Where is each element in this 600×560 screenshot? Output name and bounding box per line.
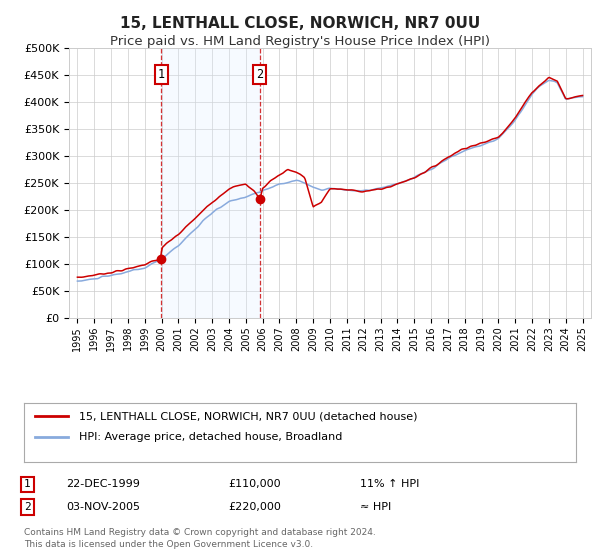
Text: 1: 1: [158, 68, 164, 81]
Text: Price paid vs. HM Land Registry's House Price Index (HPI): Price paid vs. HM Land Registry's House …: [110, 35, 490, 48]
Text: 2: 2: [256, 68, 263, 81]
Text: 11% ↑ HPI: 11% ↑ HPI: [360, 479, 419, 489]
Text: 15, LENTHALL CLOSE, NORWICH, NR7 0UU (detached house): 15, LENTHALL CLOSE, NORWICH, NR7 0UU (de…: [79, 411, 418, 421]
Bar: [161, 48, 260, 318]
Text: 15, LENTHALL CLOSE, NORWICH, NR7 0UU: 15, LENTHALL CLOSE, NORWICH, NR7 0UU: [120, 16, 480, 31]
Text: ≈ HPI: ≈ HPI: [360, 502, 391, 512]
Text: 1: 1: [24, 479, 31, 489]
Text: HPI: Average price, detached house, Broadland: HPI: Average price, detached house, Broa…: [79, 432, 343, 442]
Text: Contains HM Land Registry data © Crown copyright and database right 2024.
This d: Contains HM Land Registry data © Crown c…: [24, 528, 376, 549]
Text: 2: 2: [24, 502, 31, 512]
Text: £110,000: £110,000: [228, 479, 281, 489]
Text: £220,000: £220,000: [228, 502, 281, 512]
Text: 22-DEC-1999: 22-DEC-1999: [66, 479, 140, 489]
Text: 03-NOV-2005: 03-NOV-2005: [66, 502, 140, 512]
